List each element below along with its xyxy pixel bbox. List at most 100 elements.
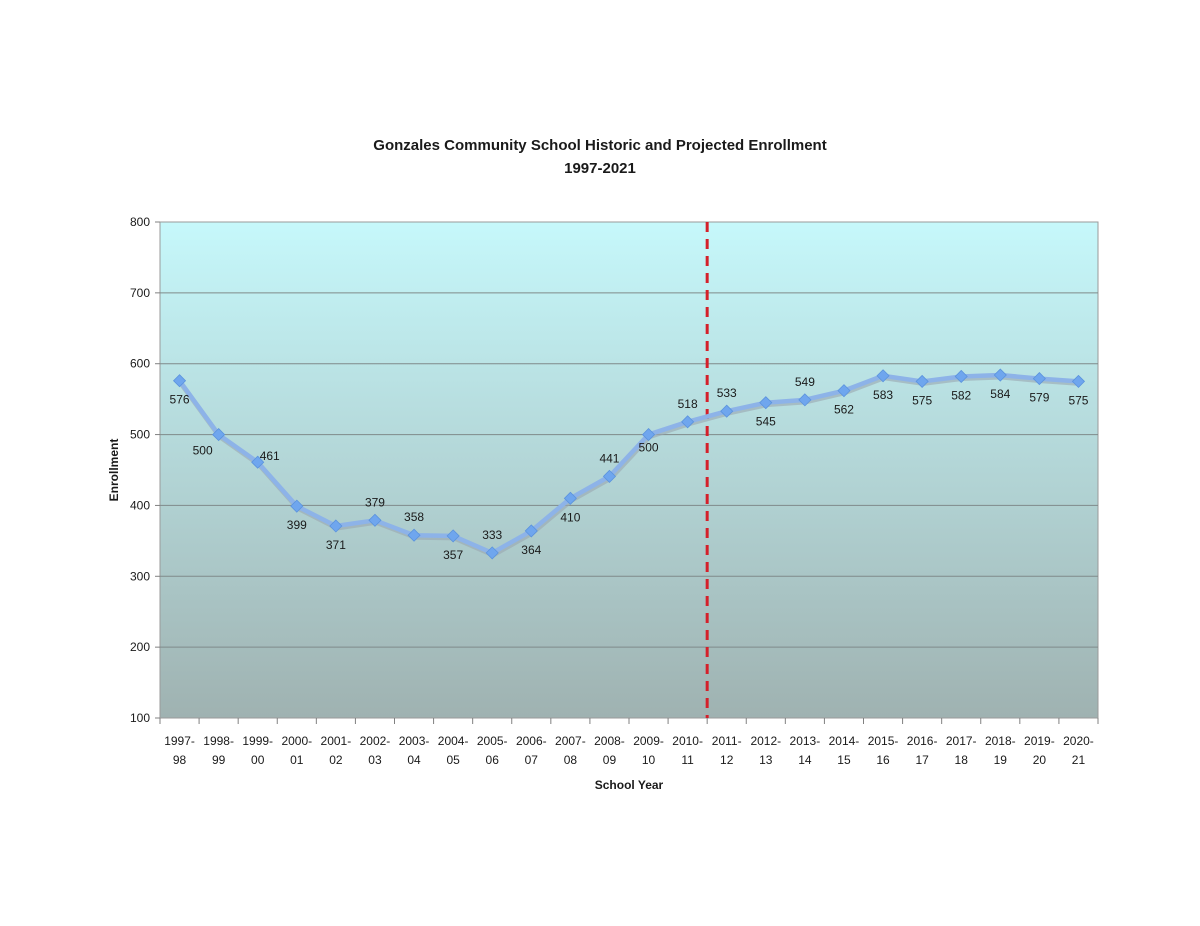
data-point [485,546,499,560]
data-label: 583 [873,388,893,402]
data-label: 399 [287,518,307,532]
x-tick-label: 2014- [829,734,860,748]
y-tick-label: 400 [130,498,150,512]
data-point [798,393,812,407]
data-label: 357 [443,548,463,562]
y-tick-label: 600 [130,357,150,371]
data-point [1032,372,1046,386]
data-label: 584 [990,387,1010,401]
x-tick-label: 2008- [594,734,625,748]
data-label: 500 [639,441,659,455]
data-label: 582 [951,388,971,402]
data-point [251,455,265,469]
chart-subtitle: 1997-2021 [564,160,636,177]
plot-area [159,221,1099,719]
x-tick-label: 2020- [1063,734,1094,748]
data-point [212,428,226,442]
series-line [177,372,1079,556]
data-point [602,469,617,483]
x-tick-label: 2011- [712,734,742,748]
x-tick-label: 04 [407,753,421,767]
x-tick-label: 21 [1072,753,1086,767]
x-tick-label: 2007- [555,734,586,748]
data-point [407,528,421,542]
y-tick-label: 800 [130,215,150,229]
x-tick-label: 2019- [1024,734,1055,748]
x-tick-label: 08 [564,753,578,767]
data-label: 579 [1029,391,1049,405]
x-tick-label: 1997- [164,734,195,748]
data-label: 533 [717,386,737,400]
x-tick-label: 2000- [281,734,312,748]
data-point [290,499,304,513]
y-tick-label: 700 [130,286,150,300]
x-tick-label: 2003- [399,734,430,748]
data-point [368,513,382,527]
data-label: 549 [795,375,815,389]
data-point [524,524,538,538]
x-tick-label: 11 [681,753,694,767]
data-label: 371 [326,538,346,552]
x-tick-label: 05 [446,753,460,767]
x-tick-label: 09 [603,753,617,767]
x-tick-label: 2017- [946,734,977,748]
x-tick-label: 00 [251,753,265,767]
x-tick-label: 2005- [477,734,508,748]
x-tick-label: 15 [837,753,851,767]
data-labels: 576 500 461 399 371 379 358 357 333 364 410 441 500 5… [170,375,1089,562]
data-label: 379 [365,495,385,509]
y-tick-label: 100 [130,711,150,725]
gridlines [160,292,1098,648]
x-tick-label: 2010- [672,734,703,748]
x-tick-label: 2006- [516,734,547,748]
x-axis: 1997- 98 1998- 99 1999- 00 2000- 01 2001- 02 2002-… [159,718,1099,767]
x-tick-label: 13 [759,753,773,767]
x-tick-label: 14 [798,753,812,767]
data-point [954,369,968,384]
x-tick-label: 03 [368,753,382,767]
data-point [1071,374,1086,388]
data-label: 576 [170,393,190,407]
x-tick-label: 1998- [203,734,234,748]
data-point [681,415,695,429]
x-axis-title: School Year [595,778,664,792]
x-tick-label: 17 [915,753,929,767]
data-label: 333 [482,528,502,542]
x-tick-label: 2016- [907,734,938,748]
data-label: 575 [1068,393,1088,407]
data-point [759,396,773,410]
data-label: 562 [834,403,854,417]
x-tick-label: 1999- [242,734,273,748]
x-tick-label: 06 [486,753,500,767]
data-point [329,519,343,533]
y-tick-label: 500 [130,428,150,442]
x-tick-label: 2012- [750,734,781,748]
data-label: 441 [599,451,619,465]
x-tick-label: 2004- [438,734,469,748]
x-tick-label: 2001- [321,734,352,748]
chart-title: Gonzales Community School Historic and P… [373,137,826,154]
data-point [172,374,187,388]
enrollment-series [172,368,1086,560]
x-tick-label: 20 [1033,753,1047,767]
y-axis: 100 200 300 400 500 600 700 800 [130,215,160,725]
x-tick-label: 01 [290,753,304,767]
x-tick-label: 2018- [985,734,1016,748]
data-label: 545 [756,415,776,429]
x-tick-label: 98 [173,753,187,767]
x-tick-label: 10 [642,753,656,767]
data-point [641,428,656,442]
x-tick-label: 19 [994,753,1008,767]
x-tick-label: 12 [720,753,734,767]
x-tick-label: 16 [876,753,890,767]
x-tick-label: 2009- [633,734,664,748]
data-point [563,491,577,505]
data-point [720,404,734,418]
data-point [915,374,929,388]
x-tick-label: 2015- [868,734,899,748]
x-tick-label: 07 [525,753,539,767]
data-label: 500 [193,444,213,458]
data-point [837,384,851,398]
data-point [876,369,890,383]
